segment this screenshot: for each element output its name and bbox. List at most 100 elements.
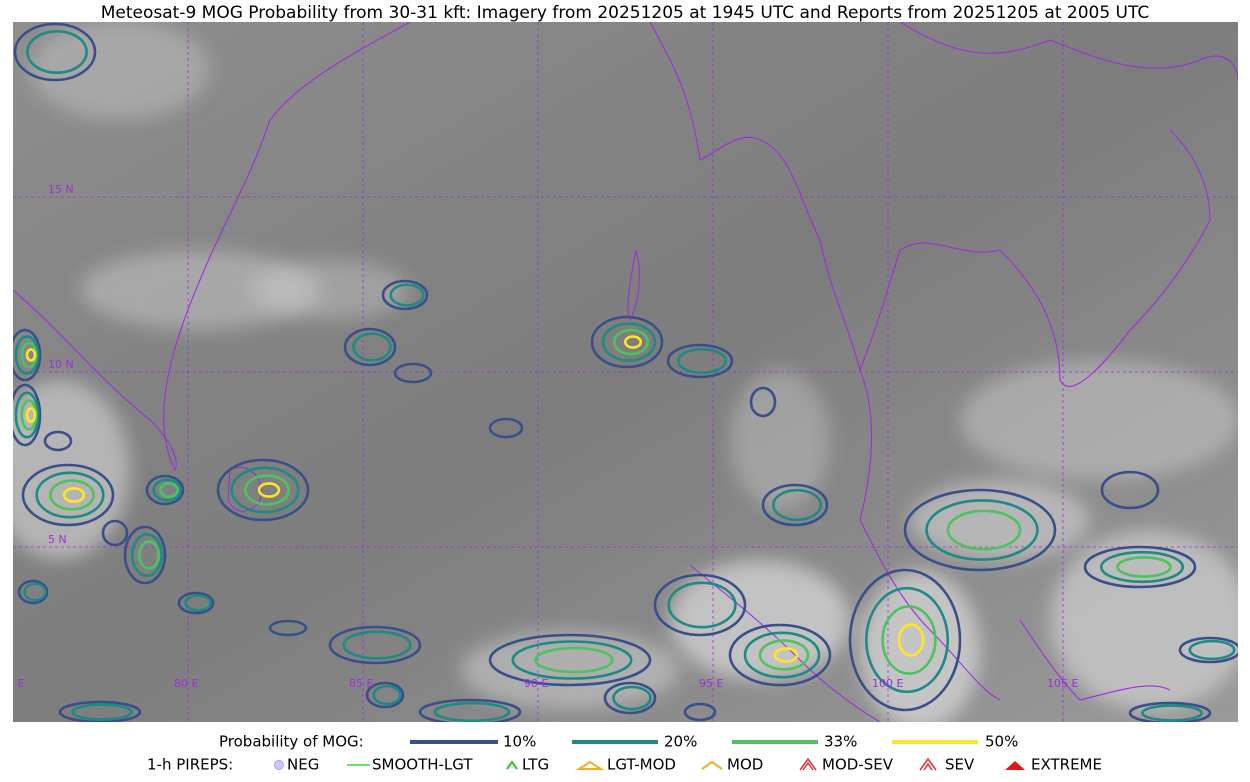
lon-label: 95 E — [699, 677, 723, 690]
contour — [14, 391, 40, 439]
contour — [534, 646, 614, 674]
contour — [601, 322, 657, 362]
contour — [743, 631, 821, 679]
contour — [903, 488, 1057, 572]
contour — [881, 605, 937, 675]
pirep-symbol — [701, 760, 723, 770]
pirep-symbol — [506, 760, 518, 770]
contour — [352, 332, 392, 362]
graticule — [13, 22, 1238, 722]
pirep-symbol — [575, 760, 605, 770]
contour — [612, 328, 650, 356]
legend-title: 1-h PIREPS: — [147, 756, 233, 774]
contour — [590, 315, 664, 369]
lon-label: 75 E — [0, 677, 24, 690]
legend: Probability of MOG: 10% 20% 33% 50% 1-h … — [147, 733, 1102, 774]
contour — [26, 29, 88, 75]
contour — [130, 532, 164, 578]
contour — [216, 458, 310, 522]
legend-label: 10% — [503, 733, 536, 751]
contour — [145, 474, 185, 506]
legend-label: MOD-SEV — [822, 756, 894, 774]
contour — [1188, 639, 1236, 661]
contour — [25, 348, 37, 362]
legend-label: SMOOTH-LGT — [372, 756, 473, 774]
pirep-symbol — [1005, 761, 1025, 770]
contour — [1116, 556, 1172, 578]
contour — [1141, 704, 1203, 722]
contour — [13, 328, 42, 382]
lon-label: 85 E — [349, 677, 373, 690]
contour — [342, 630, 412, 660]
legend-title: Probability of MOG: — [219, 733, 364, 751]
contour — [761, 483, 829, 527]
contour — [758, 639, 810, 671]
lat-label: 15 N — [48, 183, 74, 196]
contour — [897, 623, 925, 657]
contour — [138, 540, 160, 570]
contour — [23, 582, 47, 602]
contour — [184, 594, 212, 612]
contour — [14, 335, 40, 375]
contour — [17, 579, 49, 605]
contour — [1178, 636, 1238, 664]
pirep-symbol — [799, 757, 817, 771]
contour — [230, 466, 300, 514]
contour — [381, 279, 429, 311]
contour — [511, 640, 633, 680]
contour — [25, 407, 37, 423]
contour — [152, 478, 182, 502]
lon-label: 105 E — [1047, 677, 1078, 690]
legend-label: NEG — [287, 756, 319, 774]
contour — [864, 586, 949, 694]
legend-label: SEV — [945, 756, 975, 774]
contour — [653, 573, 747, 637]
contour — [328, 625, 422, 665]
contour — [1100, 470, 1160, 510]
contour — [71, 703, 133, 721]
pirep-symbol — [274, 760, 284, 770]
legend-label: 20% — [664, 733, 697, 751]
contour — [612, 685, 652, 711]
contour — [393, 362, 433, 384]
contour — [159, 481, 179, 499]
contour — [43, 430, 73, 452]
contour — [488, 633, 652, 687]
contour — [666, 343, 734, 379]
contour — [244, 474, 290, 506]
contour — [728, 623, 832, 687]
lon-label: 80 E — [174, 677, 198, 690]
contour — [677, 347, 727, 375]
contour — [58, 700, 142, 722]
contour — [177, 591, 215, 615]
legend-label: 50% — [985, 733, 1018, 751]
contour — [1128, 701, 1212, 722]
contour — [372, 684, 402, 706]
legend-label: LTG — [522, 756, 549, 774]
contour — [749, 386, 777, 418]
contour — [101, 519, 129, 547]
contour — [1100, 550, 1185, 584]
contour — [21, 463, 115, 527]
contour — [35, 471, 105, 519]
legend-label: LGT-MOD — [607, 756, 676, 774]
pirep-symbol — [919, 757, 937, 771]
contour — [925, 499, 1039, 561]
lat-label: 10 N — [48, 358, 74, 371]
contour — [418, 698, 522, 722]
contours — [13, 22, 1238, 722]
coastlines — [13, 22, 1238, 722]
contour — [123, 525, 167, 585]
contour — [773, 647, 799, 663]
contour — [946, 509, 1022, 551]
contour — [49, 479, 95, 511]
contour — [389, 283, 425, 307]
contour — [62, 487, 86, 503]
contour — [433, 701, 511, 722]
contour — [268, 619, 308, 637]
contour — [365, 681, 405, 709]
contour — [683, 702, 717, 722]
legend-label: EXTREME — [1031, 756, 1102, 774]
